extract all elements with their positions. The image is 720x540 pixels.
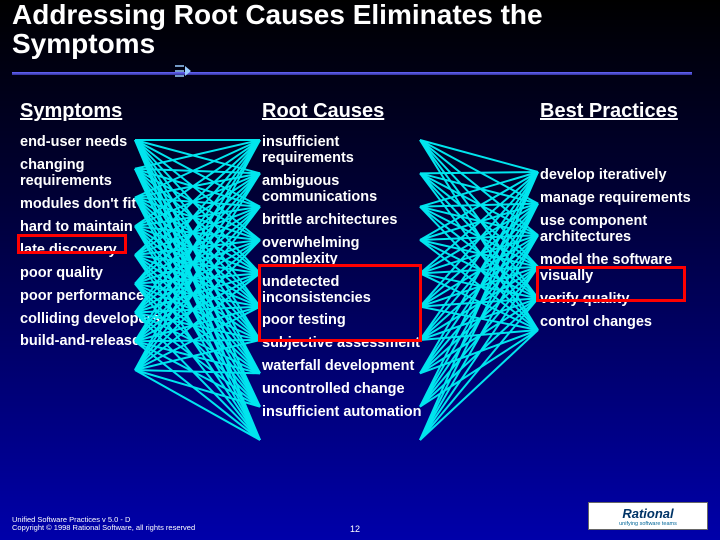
list-item: changing requirements — [20, 158, 170, 190]
best-practices-header: Best Practices — [540, 100, 678, 123]
list-item: poor performance — [20, 289, 170, 305]
list-item: use component architectures — [540, 214, 700, 246]
list-item: brittle architectures — [262, 213, 422, 229]
symptoms-header: Symptoms — [20, 100, 122, 123]
footer-line2: Copyright © 1998 Rational Software, all … — [12, 524, 195, 532]
footer-text: Unified Software Practices v 5.0 - D Cop… — [12, 516, 195, 533]
list-item: waterfall development — [262, 359, 422, 375]
list-item: insufficient automation — [262, 405, 422, 421]
title-divider — [12, 72, 692, 75]
best-practices-list: develop iteratively manage requirements us… — [540, 168, 700, 338]
list-item: overwhelming complexity — [262, 236, 422, 268]
list-item: develop iteratively — [540, 168, 700, 184]
logo-tagline: unifying software teams — [619, 521, 677, 527]
highlight-box — [536, 266, 686, 302]
slide-title: Addressing Root Causes Eliminates the Sy… — [12, 0, 672, 59]
list-item: ambiguous communications — [262, 174, 422, 206]
list-item: control changes — [540, 315, 700, 331]
rational-logo: Rational unifying software teams — [588, 502, 708, 530]
highlight-box — [17, 234, 127, 254]
list-item: build-and-release — [20, 334, 170, 350]
list-item: insufficient requirements — [262, 135, 422, 167]
list-item: modules don't fit — [20, 197, 170, 213]
list-item: uncontrolled change — [262, 382, 422, 398]
list-item: manage requirements — [540, 191, 700, 207]
list-item: end-user needs — [20, 135, 170, 151]
list-item: poor quality — [20, 266, 170, 282]
list-item: colliding developers — [20, 312, 170, 328]
highlight-box — [258, 264, 422, 342]
animation-icon — [174, 64, 192, 78]
slide-number: 12 — [350, 524, 360, 534]
root-causes-header: Root Causes — [262, 100, 384, 123]
logo-brand: Rational — [622, 506, 673, 521]
